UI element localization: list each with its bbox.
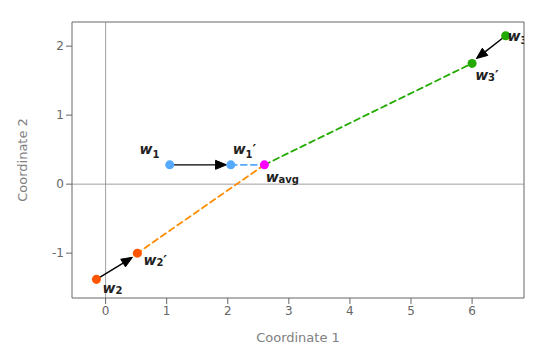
svg-text:1: 1	[163, 304, 171, 318]
svg-text:w1′: w1′	[233, 141, 257, 160]
svg-text:Coordinate 1: Coordinate 1	[256, 330, 340, 345]
svg-text:2: 2	[56, 39, 64, 53]
svg-text:1: 1	[56, 108, 64, 122]
svg-text:3: 3	[285, 304, 293, 318]
svg-text:w2′: w2′	[143, 253, 167, 269]
svg-text:5: 5	[407, 304, 415, 318]
svg-text:Coordinate 2: Coordinate 2	[15, 118, 30, 202]
svg-text:-1: -1	[52, 246, 64, 260]
svg-text:4: 4	[346, 304, 354, 318]
svg-text:w2: w2	[103, 280, 123, 296]
svg-text:0: 0	[56, 177, 64, 191]
svg-text:6: 6	[468, 304, 476, 318]
svg-text:2: 2	[224, 304, 232, 318]
svg-text:wavg: wavg	[266, 170, 299, 186]
svg-text:w3′: w3′	[475, 68, 499, 84]
svg-text:w3: w3	[508, 28, 524, 46]
svg-text:0: 0	[102, 304, 110, 318]
svg-text:w1: w1	[139, 141, 159, 160]
